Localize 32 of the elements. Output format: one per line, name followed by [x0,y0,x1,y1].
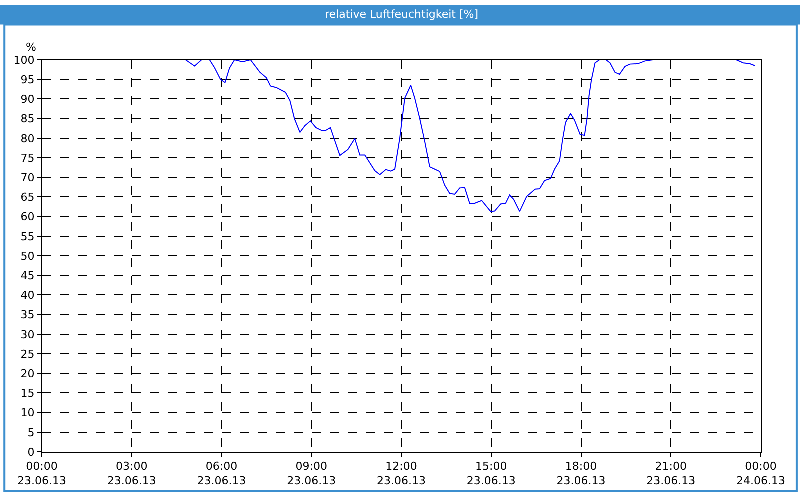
y-tick-label: 55 [20,230,35,244]
y-tick-label: 70 [20,171,35,184]
y-tick-label: 95 [20,73,35,86]
y-tick-label: 85 [20,112,35,126]
y-tick-label: 5 [28,426,35,440]
y-tick-label: 10 [20,406,35,420]
x-tick-label: 18:00 23.06.13 [556,460,606,488]
y-tick-label: 30 [20,328,35,342]
x-tick-label: 12:00 23.06.13 [377,460,426,488]
x-tick-label: 00:00 23.06.13 [18,460,66,488]
x-tick-label: 00:00 24.06.13 [736,460,786,488]
y-tick-label: 0 [28,446,35,459]
y-tick-label: 80 [20,132,35,146]
x-tick-label: 21:00 23.06.13 [646,460,696,488]
x-tick-label: 06:00 23.06.13 [197,460,246,488]
y-tick-label: 15 [20,387,35,400]
y-tick-label: 40 [20,289,35,302]
y-tick-label: 100 [14,54,35,67]
y-tick-label: 90 [20,93,35,106]
y-tick-label: 35 [20,308,35,322]
x-tick-label: 09:00 23.06.13 [287,460,336,488]
y-tick-label: 20 [20,367,35,380]
y-tick-label: 50 [20,250,35,263]
y-tick-label: 65 [20,191,35,204]
y-tick-label: 75 [20,152,35,165]
y-axis-title: % [26,41,36,54]
y-tick-label: 25 [20,348,35,361]
chart-title: relative Luftfeuchtigkeit [%] [325,8,479,21]
x-tick-label: 03:00 23.06.13 [107,460,156,488]
x-tick-label: 15:00 23.06.13 [466,460,516,488]
y-tick-label: 60 [20,210,35,224]
y-tick-label: 45 [20,269,35,282]
